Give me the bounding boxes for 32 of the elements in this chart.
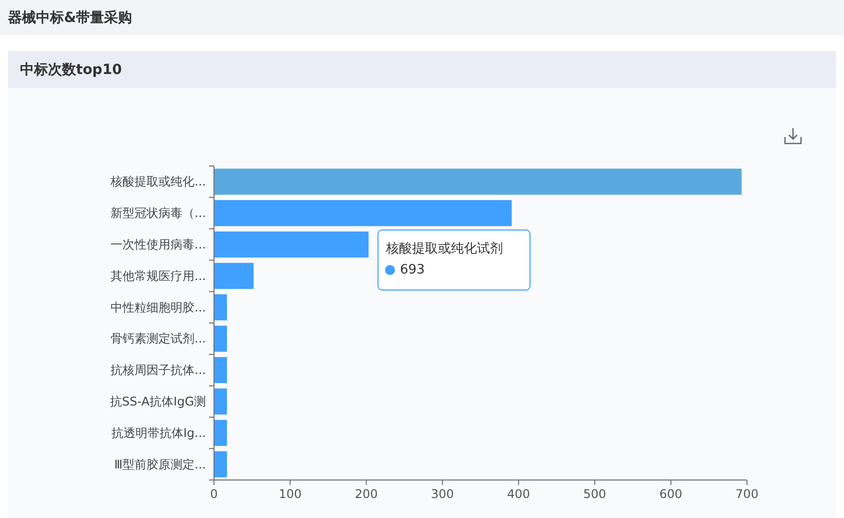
x-tick-label: 400 <box>507 487 530 501</box>
bar <box>214 420 227 446</box>
bar <box>214 231 369 258</box>
x-tick-label: 700 <box>736 487 758 501</box>
bar <box>214 388 227 415</box>
bar <box>214 451 227 478</box>
text: 中标次数top10 <box>20 62 122 78</box>
text: 器械中标&带量采购 <box>8 10 132 26</box>
y-tick-label: 抗透明带抗体Ig... <box>111 426 206 440</box>
y-tick-label: Ⅲ型前胶原测定... <box>114 457 206 472</box>
y-tick-label: 其他常规医疗用... <box>110 268 206 283</box>
x-tick-label: 300 <box>430 487 454 501</box>
y-tick-label: 骨钙素测定试剂... <box>110 332 206 346</box>
bar <box>214 262 254 289</box>
annotation: 693 <box>400 262 425 278</box>
y-tick-label: 一次性使用病毒... <box>110 238 206 252</box>
x-tick-label: 100 <box>278 487 302 501</box>
bar <box>214 294 227 320</box>
bar <box>214 357 227 384</box>
annotation: 核酸提取或纯化试剂 <box>385 240 503 256</box>
y-tick-label: 抗SS-A抗体IgG测 <box>110 394 206 408</box>
y-tick-label: 中性粒细胞明胶... <box>110 300 206 314</box>
x-tick-label: 500 <box>583 487 606 501</box>
bar <box>214 168 742 195</box>
y-tick-label: 核酸提取或纯化... <box>110 174 206 189</box>
x-tick-label: 200 <box>354 487 378 501</box>
y-tick-label: 抗核周因子抗体... <box>110 363 206 378</box>
bar <box>214 326 227 352</box>
bar <box>214 200 512 226</box>
x-tick-label: 0 <box>210 487 218 501</box>
y-tick-label: 新型冠状病毒（... <box>110 206 206 220</box>
x-tick-label: 600 <box>659 487 682 501</box>
